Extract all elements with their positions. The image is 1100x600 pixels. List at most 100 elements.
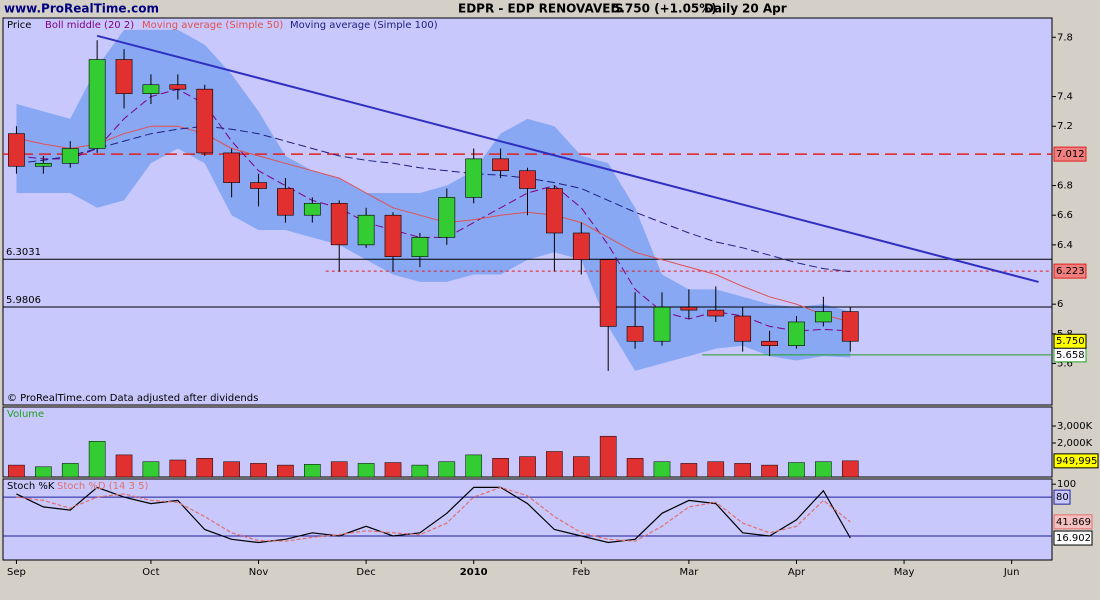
candle-body	[815, 311, 832, 323]
candle-body	[8, 133, 25, 167]
volume-bar	[788, 462, 805, 478]
level-label: 5.658	[1056, 350, 1085, 361]
volume-bar	[680, 463, 698, 478]
x-tick-label: 2010	[460, 567, 488, 578]
x-tick-label: Nov	[249, 567, 269, 578]
last-close-label: 5.750	[1056, 336, 1085, 347]
y-tick-label: 6.8	[1057, 181, 1073, 192]
stoch-line	[16, 486, 851, 542]
volume-last-label: 949,995	[1056, 456, 1097, 467]
x-tick-label: Dec	[356, 567, 375, 578]
overlay-line	[16, 125, 851, 323]
candle-body	[841, 311, 859, 342]
candle-body	[438, 197, 456, 238]
legend-entry: Boll middle (20 2)	[45, 20, 134, 31]
volume-bar	[88, 441, 106, 478]
y-tick-label: 7.2	[1057, 121, 1073, 132]
stoch-panel	[2, 478, 1053, 561]
candle-body	[546, 188, 563, 234]
legend-entry: Stoch %K	[7, 481, 55, 492]
candle-body	[330, 203, 348, 246]
candle-body	[788, 321, 805, 346]
legend-price: Price	[7, 20, 31, 31]
candle-body	[250, 182, 267, 189]
y-tick-label: 3,000K	[1057, 421, 1093, 432]
chart-title: EDPR - EDP RENOVAVEIS	[458, 2, 624, 16]
stoch-last-label: 16.902	[1056, 533, 1091, 544]
candle-body	[169, 84, 187, 90]
candle-body	[626, 326, 644, 342]
volume-bar	[465, 454, 483, 478]
volume-bar	[330, 461, 348, 478]
volume-bar	[223, 461, 240, 478]
level-label: 6.3031	[6, 247, 41, 258]
x-tick-label: Sep	[7, 567, 26, 578]
candle-body	[707, 309, 725, 317]
x-tick-label: Mar	[679, 567, 699, 578]
level-label: 5.9806	[6, 295, 41, 306]
date: 20 Apr	[742, 2, 787, 16]
level-label: 7.012	[1056, 149, 1085, 160]
site-name: www.ProRealTime.com	[4, 2, 159, 16]
period: Daily	[704, 2, 738, 16]
volume-bar	[653, 461, 671, 478]
y-tick-label: 6.6	[1057, 210, 1073, 221]
stoch-level-label: 80	[1056, 492, 1069, 503]
stoch-last-box	[1053, 514, 1093, 530]
level-box	[1053, 263, 1087, 279]
candle-body	[357, 214, 375, 246]
candle-body	[34, 163, 52, 167]
volume-bar	[277, 464, 294, 478]
volume-bar	[169, 459, 187, 478]
overlay-line	[16, 125, 851, 273]
volume-bar	[546, 451, 563, 478]
volume-bar	[626, 458, 644, 478]
footnote: © ProRealTime.com Data adjusted after di…	[7, 393, 258, 404]
candle-body	[303, 203, 321, 216]
legend-entry: Moving average (Simple 100)	[290, 20, 438, 31]
volume-bar	[599, 435, 617, 478]
volume-bar	[438, 461, 456, 478]
last-close-box	[1053, 333, 1087, 349]
candle-body	[465, 158, 483, 198]
volume-bar	[196, 458, 214, 478]
y-tick-label: 2,000K	[1057, 438, 1093, 449]
volume-bar	[519, 456, 536, 478]
volume-bar	[250, 463, 267, 478]
stoch-line	[16, 486, 851, 544]
volume-bar	[35, 466, 52, 478]
y-tick-label: 7.4	[1057, 92, 1073, 103]
quote: 5.750 (+1.05%)	[612, 2, 717, 16]
x-tick-label: Oct	[142, 567, 159, 578]
candle-body	[88, 59, 106, 149]
volume-bar	[707, 461, 725, 478]
x-tick-label: Feb	[572, 567, 590, 578]
stoch-level-box	[1053, 489, 1071, 505]
level-label: 6.223	[1056, 266, 1085, 277]
trendline	[96, 34, 1039, 283]
candle-body	[680, 306, 698, 311]
candle-body	[277, 188, 294, 216]
stoch-last-box	[1053, 530, 1093, 546]
volume-bar	[384, 462, 402, 478]
volume-bar	[115, 454, 133, 478]
x-tick-label: May	[894, 567, 915, 578]
candle-body	[61, 148, 79, 164]
volume-bar	[734, 463, 751, 478]
candle-body	[411, 237, 429, 258]
volume-bar	[492, 458, 509, 478]
candle-body	[115, 59, 133, 94]
volume-bar	[841, 460, 859, 478]
legend-entry: Stoch %D (14 3 5)	[57, 481, 148, 492]
legend-entry: Moving average (Simple 50)	[142, 20, 283, 31]
candle-body	[384, 214, 402, 258]
y-tick-label: 6	[1057, 299, 1063, 310]
volume-bar	[761, 464, 778, 478]
candle-body	[196, 88, 214, 154]
volume-bar	[411, 464, 429, 478]
x-tick-label: Jun	[1003, 567, 1020, 578]
volume-bar	[8, 464, 25, 478]
volume-bar	[572, 456, 590, 478]
volume-bar	[815, 461, 832, 478]
